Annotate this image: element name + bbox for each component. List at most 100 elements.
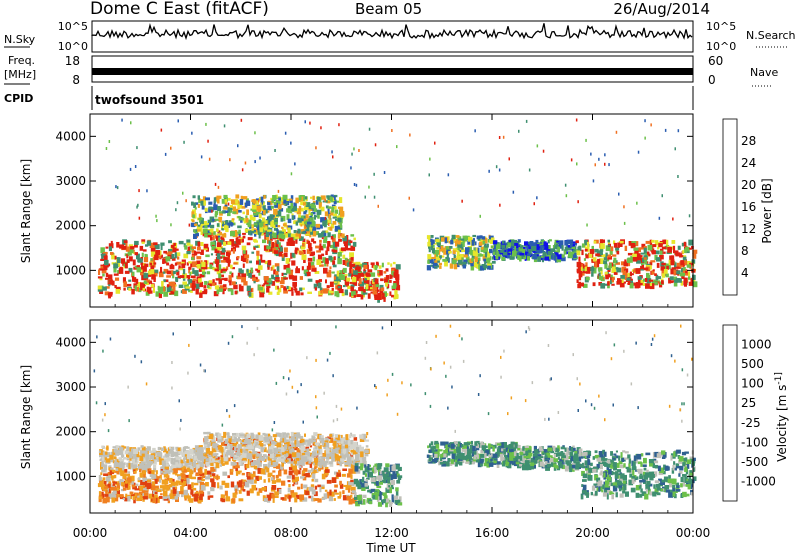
heatmap-cell [252,449,255,455]
heatmap-cell [128,463,131,469]
heatmap-cell [673,276,678,282]
heatmap-cell [467,247,472,252]
heatmap-cell [634,241,639,247]
heatmap-cell [392,470,396,475]
heatmap-cell [215,262,220,267]
heatmap-cell [214,460,219,463]
heatmap-cell [395,284,401,291]
heatmap-cell [299,222,305,226]
heatmap-cell [224,204,228,208]
heatmap-cell [200,464,205,467]
heatmap-cell [118,268,124,274]
heatmap-cell [399,496,402,502]
heatmap-cell [110,469,116,473]
heatmap-cell [295,458,300,461]
heatmap-cell [180,477,185,480]
heatmap-cell [104,493,109,497]
heatmap-cell [255,466,260,471]
heatmap-cell [291,252,295,258]
heatmap-cell [339,480,342,486]
heatmap-cell [353,294,356,298]
heatmap-cell [131,493,136,497]
heatmap-cell [298,205,302,211]
heatmap-cell [501,247,507,252]
heatmap-cell [215,196,219,202]
heatmap-cell [569,252,575,255]
heatmap-cell [311,267,316,272]
heatmap-cell [515,247,521,252]
heatmap-cell [238,284,242,290]
heatmap-cell [456,250,460,256]
heatmap-cell [234,290,238,295]
heatmap-cell [116,257,121,263]
heatmap-cell [636,201,638,205]
heatmap-cell [254,160,256,164]
heatmap-cell [333,201,337,205]
heatmap-cell [469,462,475,465]
heatmap-cell [122,446,126,449]
heatmap-cell [214,218,220,221]
heatmap-cell [465,256,470,260]
heatmap-cell [357,495,362,501]
heatmap-cell [360,463,364,468]
heatmap-cell [267,205,272,211]
heatmap-cell [108,465,112,471]
heatmap-cell [383,297,386,302]
heatmap-cell [339,491,342,498]
heatmap-cell [354,275,358,278]
heatmap-cell [98,477,102,482]
heatmap-cell [272,498,275,503]
heatmap-cell [621,266,627,270]
heatmap-cell [199,292,203,298]
heatmap-cell [310,439,315,444]
heatmap-cell [141,241,145,244]
heatmap-cell [483,462,488,467]
heatmap-cell [360,451,364,458]
heatmap-cell [212,235,215,241]
heatmap-cell [314,485,318,490]
heatmap-cell [332,246,338,250]
heatmap-cell [325,448,330,454]
heatmap-cell [456,235,460,238]
heatmap-cell [364,439,370,442]
heatmap-cell [330,244,335,249]
heatmap-cell [314,478,319,483]
heatmap-cell [275,285,278,290]
heatmap-cell [315,245,320,249]
heatmap-cell [636,260,641,264]
heatmap-cell [131,475,135,481]
heatmap-cell [242,232,246,235]
heatmap-cell [168,495,173,499]
heatmap-cell [191,201,194,206]
heatmap-cell [284,459,289,462]
heatmap-cell [230,207,235,210]
heatmap-cell [124,450,128,455]
heatmap-cell [129,491,133,495]
heatmap-cell [147,290,153,294]
heatmap-cell [358,466,362,469]
heatmap-cell [651,250,656,255]
heatmap-cell [155,244,160,250]
heatmap-cell [120,454,125,459]
heatmap-cell [259,440,262,444]
heatmap-cell [291,461,296,464]
heatmap-cell [329,226,333,231]
heatmap-cell [464,250,469,257]
heatmap-cell [455,262,460,268]
heatmap-cell [272,265,275,270]
heatmap-cell [233,243,238,247]
heatmap-cell [327,241,331,247]
heatmap-cell [100,472,103,476]
heatmap-cell [197,204,200,208]
heatmap-cell [605,245,611,252]
heatmap-cell [140,286,145,291]
nave-tick-bottom: 0 [708,73,716,87]
heatmap-cell [680,267,684,273]
heatmap-cell [270,197,273,201]
heatmap-cell [194,445,200,451]
heatmap-cell [557,241,563,244]
heatmap-cell [692,249,698,254]
heatmap-cell [200,229,203,235]
heatmap-cell [304,201,308,206]
heatmap-cell [361,487,366,491]
